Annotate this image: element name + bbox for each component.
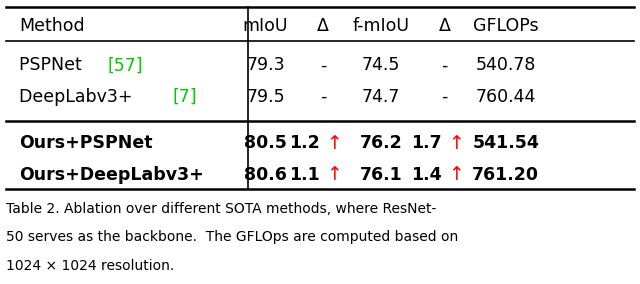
Text: DeepLabv3+: DeepLabv3+ [19, 87, 138, 106]
Text: ↑: ↑ [448, 165, 464, 184]
Text: f-mIoU: f-mIoU [352, 16, 410, 35]
Text: Table 2. Ablation over different SOTA methods, where ResNet-: Table 2. Ablation over different SOTA me… [6, 202, 436, 216]
Text: 1024 × 1024 resolution.: 1024 × 1024 resolution. [6, 258, 175, 273]
Text: ↑: ↑ [448, 134, 464, 153]
Text: 76.1: 76.1 [360, 166, 402, 184]
Text: 74.7: 74.7 [362, 87, 400, 106]
Text: -: - [442, 87, 448, 106]
Text: Δ: Δ [317, 16, 329, 35]
Text: 760.44: 760.44 [476, 87, 536, 106]
Text: 761.20: 761.20 [472, 166, 539, 184]
Text: 1.2: 1.2 [289, 134, 320, 153]
Text: 1.7: 1.7 [411, 134, 442, 153]
Text: ↑: ↑ [326, 165, 342, 184]
Text: 74.5: 74.5 [362, 56, 400, 74]
Text: -: - [320, 87, 326, 106]
Text: 540.78: 540.78 [476, 56, 536, 74]
Text: 1.4: 1.4 [411, 166, 442, 184]
Text: 79.3: 79.3 [246, 56, 285, 74]
Text: 80.6: 80.6 [244, 166, 287, 184]
Text: 80.5: 80.5 [244, 134, 287, 153]
Text: Method: Method [19, 16, 85, 35]
Text: Ours+DeepLabv3+: Ours+DeepLabv3+ [19, 166, 204, 184]
Text: Δ: Δ [439, 16, 451, 35]
Text: [57]: [57] [108, 56, 143, 74]
Text: Ours+PSPNet: Ours+PSPNet [19, 134, 153, 153]
Text: -: - [442, 56, 448, 74]
Text: PSPNet: PSPNet [19, 56, 88, 74]
Text: 50 serves as the backbone.  The GFLOps are computed based on: 50 serves as the backbone. The GFLOps ar… [6, 230, 459, 244]
Text: mIoU: mIoU [243, 16, 289, 35]
Text: 76.2: 76.2 [360, 134, 402, 153]
Text: 541.54: 541.54 [472, 134, 539, 153]
Text: -: - [320, 56, 326, 74]
Text: 1.1: 1.1 [289, 166, 320, 184]
Text: ↑: ↑ [326, 134, 342, 153]
Text: 79.5: 79.5 [246, 87, 285, 106]
Text: [7]: [7] [173, 87, 197, 106]
Text: GFLOPs: GFLOPs [473, 16, 538, 35]
